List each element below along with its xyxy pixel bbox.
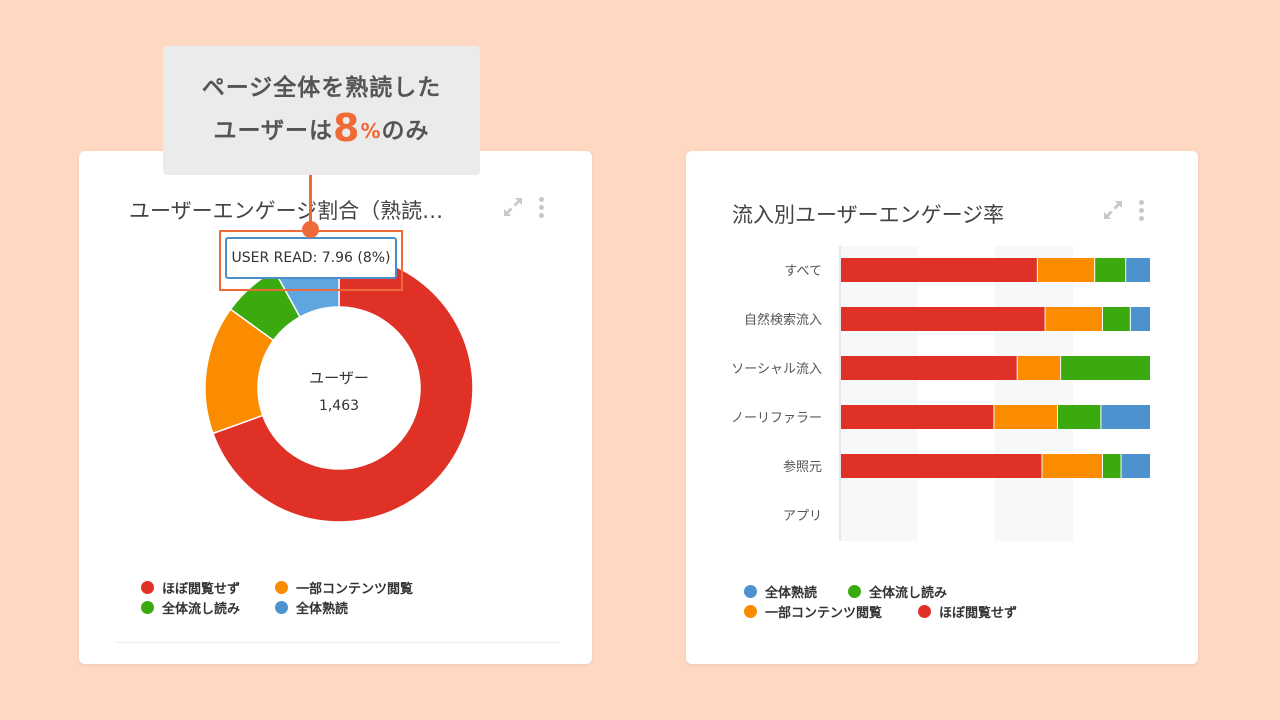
callout-line2: ユーザーは8%のみ — [163, 106, 480, 150]
legend-item-skim[interactable]: 全体流し読み — [848, 582, 947, 601]
legend-label: 全体流し読み — [162, 602, 241, 617]
legend-item-almost-none[interactable]: ほぼ閲覧せず — [918, 602, 1017, 621]
callout-suffix: のみ — [381, 118, 430, 144]
bar-segment[interactable] — [841, 405, 994, 429]
expand-icon[interactable] — [1102, 199, 1124, 221]
bar-segment[interactable] — [841, 454, 1042, 478]
bar-segment[interactable] — [1101, 405, 1150, 429]
callout-number: 8 — [333, 106, 361, 150]
legend-item-skim[interactable]: 全体流し読み — [141, 598, 240, 617]
legend-item-read[interactable]: 全体熟読 — [275, 598, 348, 617]
plot-band — [995, 246, 1073, 541]
legend-label: 全体熟読 — [765, 586, 818, 601]
bar-segment[interactable] — [1058, 405, 1101, 429]
legend-label: 全体熟読 — [296, 602, 349, 617]
bar-segment[interactable] — [841, 356, 1017, 380]
bar-segment[interactable] — [1121, 454, 1150, 478]
legend-item-partial[interactable]: 一部コンテンツ閲覧 — [275, 578, 413, 597]
bar-segment[interactable] — [841, 307, 1045, 331]
bar-segment[interactable] — [1102, 454, 1121, 478]
bar-segment[interactable] — [1102, 307, 1130, 331]
callout-connector-dot — [302, 221, 319, 238]
legend-label: ほぼ閲覧せず — [162, 582, 241, 597]
y-tick-label: アプリ — [783, 509, 822, 524]
callout-box: ページ全体を熟読した ユーザーは8%のみ — [163, 46, 480, 175]
expand-icon[interactable] — [502, 196, 524, 218]
legend-label: 一部コンテンツ閲覧 — [765, 606, 883, 621]
bar-segment[interactable] — [1095, 258, 1126, 282]
bar-segment[interactable] — [1126, 258, 1150, 282]
engagement-ratio-card: ユーザーエンゲージ割合（熟読… ユーザー 1,463 ほぼ閲覧せず 一部コンテン… — [79, 151, 592, 664]
legend-marker — [918, 605, 931, 618]
bar-segment[interactable] — [1061, 356, 1150, 380]
chart-tooltip: USER READ: 7.96 (8%) — [225, 237, 397, 279]
legend-marker — [744, 605, 757, 618]
card-title: 流入別ユーザーエンゲージ率 — [732, 203, 1005, 227]
legend-item-read[interactable]: 全体熟読 — [744, 582, 817, 601]
card-tools — [1102, 199, 1144, 221]
callout-prefix: ユーザーは — [213, 118, 334, 144]
callout-line1: ページ全体を熟読した — [201, 75, 442, 101]
callout-unit: % — [360, 119, 382, 143]
bar-segment[interactable] — [1130, 307, 1150, 331]
donut-slice-almost-none[interactable] — [211, 253, 474, 523]
legend-marker — [744, 585, 757, 598]
bar-segment[interactable] — [1037, 258, 1095, 282]
card-tools — [502, 196, 544, 218]
legend-label: 一部コンテンツ閲覧 — [296, 582, 414, 597]
legend-item-almost-none[interactable]: ほぼ閲覧せず — [141, 578, 240, 597]
legend-marker — [141, 581, 154, 594]
bar-segment[interactable] — [1045, 307, 1102, 331]
plot-band — [840, 246, 918, 541]
legend-marker — [275, 601, 288, 614]
y-tick-label: すべて — [784, 264, 822, 279]
y-tick-label: 参照元 — [783, 459, 822, 475]
bar-segment[interactable] — [841, 258, 1037, 282]
legend-label: ほぼ閲覧せず — [939, 606, 1018, 621]
y-tick-label: 自然検索流入 — [744, 312, 822, 328]
legend-label: 全体流し読み — [869, 586, 948, 601]
more-menu-icon[interactable] — [538, 196, 544, 218]
legend-item-partial[interactable]: 一部コンテンツ閲覧 — [744, 602, 882, 621]
bar-segment[interactable] — [1017, 356, 1061, 380]
legend-marker — [275, 581, 288, 594]
donut-center-label: ユーザー — [309, 369, 369, 387]
y-tick-label: ソーシャル流入 — [731, 362, 822, 377]
engagement-by-source-card: 流入別ユーザーエンゲージ率 すべて自然検索流入ソーシャル流入 ノーリファラー参照元… — [686, 151, 1198, 664]
more-menu-icon[interactable] — [1138, 199, 1144, 221]
donut-center-value: 1,463 — [319, 398, 359, 414]
legend-marker — [141, 601, 154, 614]
bar-segment[interactable] — [994, 405, 1057, 429]
y-tick-label: ノーリファラー — [731, 411, 822, 426]
callout-connector-line — [309, 175, 312, 223]
card-divider — [115, 642, 560, 643]
legend-marker — [848, 585, 861, 598]
bar-segment[interactable] — [1042, 454, 1102, 478]
